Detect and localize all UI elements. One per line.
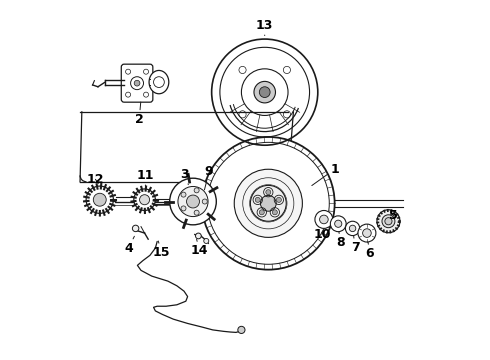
Circle shape (181, 206, 186, 211)
Text: 2: 2 (135, 102, 144, 126)
Circle shape (202, 199, 207, 204)
Circle shape (349, 225, 356, 231)
FancyBboxPatch shape (122, 64, 153, 102)
Circle shape (202, 137, 335, 270)
Circle shape (345, 221, 360, 235)
Text: 6: 6 (366, 242, 374, 260)
Circle shape (132, 225, 139, 231)
Circle shape (259, 87, 270, 98)
Circle shape (234, 169, 302, 237)
Circle shape (377, 210, 400, 233)
Circle shape (315, 211, 333, 228)
Circle shape (140, 195, 149, 205)
Circle shape (194, 188, 199, 193)
Circle shape (335, 220, 342, 227)
Circle shape (272, 210, 277, 215)
Circle shape (194, 210, 199, 215)
Circle shape (260, 195, 276, 211)
Circle shape (86, 186, 113, 213)
Text: 14: 14 (191, 239, 208, 257)
Ellipse shape (149, 71, 169, 94)
Circle shape (254, 81, 275, 103)
Circle shape (187, 195, 199, 208)
Circle shape (134, 80, 140, 86)
Circle shape (170, 178, 216, 225)
Text: 3: 3 (180, 168, 188, 185)
Circle shape (363, 229, 371, 237)
Circle shape (319, 215, 328, 224)
Text: 13: 13 (256, 19, 273, 36)
Text: 5: 5 (390, 210, 398, 222)
Circle shape (181, 192, 186, 197)
Circle shape (255, 197, 260, 202)
Circle shape (385, 218, 392, 225)
Circle shape (382, 215, 395, 228)
Circle shape (358, 224, 376, 242)
Text: 4: 4 (124, 236, 134, 255)
Circle shape (250, 185, 286, 221)
Circle shape (178, 186, 208, 217)
Circle shape (93, 193, 106, 206)
Text: 10: 10 (313, 228, 331, 241)
Circle shape (238, 326, 245, 333)
Text: 7: 7 (351, 236, 360, 254)
Text: 9: 9 (204, 165, 214, 190)
Text: 12: 12 (87, 173, 104, 186)
Text: 15: 15 (153, 241, 171, 259)
Circle shape (276, 197, 281, 202)
Circle shape (204, 238, 209, 243)
Text: 11: 11 (137, 169, 154, 186)
Text: 8: 8 (336, 232, 344, 249)
Circle shape (266, 190, 271, 195)
Text: 1: 1 (312, 163, 339, 185)
Circle shape (259, 210, 264, 215)
Circle shape (196, 233, 201, 239)
Circle shape (134, 189, 155, 211)
Circle shape (330, 216, 346, 231)
